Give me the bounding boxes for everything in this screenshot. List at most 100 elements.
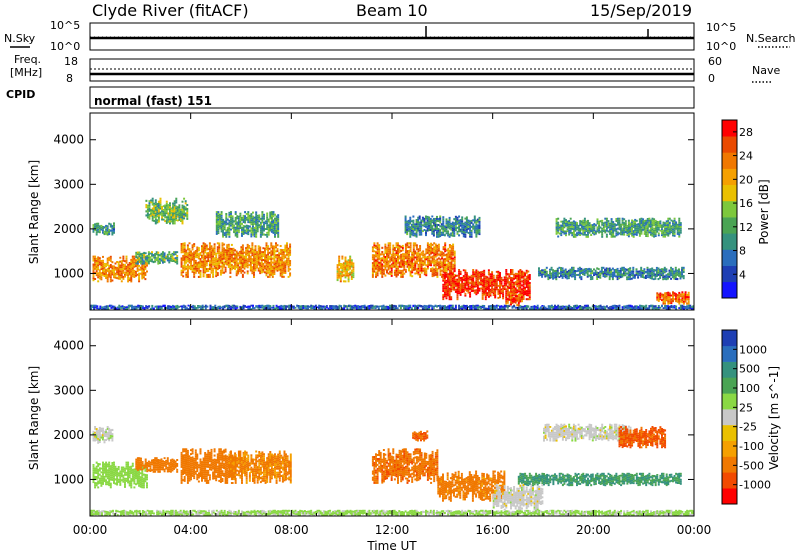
heatmap-cell	[151, 304, 154, 308]
heatmap-cell	[541, 271, 544, 274]
heatmap-cell	[643, 220, 646, 223]
heatmap-cell	[492, 290, 495, 293]
heatmap-cell	[431, 255, 434, 258]
heatmap-cell	[627, 225, 630, 228]
noise-panel: N.Sky 10^5 10^0 10^5 10^0 N.Search	[4, 19, 796, 53]
heatmap-cell	[262, 251, 265, 254]
heatmap-cell	[621, 275, 624, 278]
heatmap-cell	[157, 204, 160, 207]
heatmap-cell	[444, 248, 447, 251]
heatmap-cell	[517, 280, 520, 283]
heatmap-cell	[261, 211, 264, 214]
heatmap-cell	[632, 274, 635, 277]
heatmap-cell	[272, 223, 275, 226]
heatmap-cell	[122, 271, 125, 274]
heatmap-cell	[500, 278, 503, 281]
heatmap-cell	[264, 257, 266, 260]
heatmap-cell	[193, 267, 196, 270]
heatmap-cell	[265, 260, 268, 263]
heatmap-cell	[659, 274, 662, 277]
heatmap-cell	[341, 257, 344, 260]
heatmap-cell	[454, 282, 457, 285]
heatmap-cell	[235, 258, 238, 261]
heatmap-cell	[450, 276, 453, 279]
heatmap-cell	[251, 270, 254, 273]
heatmap-cell	[667, 291, 670, 294]
heatmap-cell	[140, 256, 142, 259]
heatmap-cell	[653, 224, 656, 226]
heatmap-cell	[281, 251, 284, 254]
heatmap-cell	[445, 275, 448, 278]
heatmap-cell	[95, 233, 98, 236]
heatmap-cell	[437, 233, 440, 236]
heatmap-cell	[483, 281, 486, 284]
heatmap-cell	[166, 259, 169, 262]
heatmap-cell	[478, 216, 481, 219]
heatmap-cell	[227, 258, 230, 260]
heatmap-cell	[556, 267, 559, 270]
heatmap-cell	[378, 263, 381, 266]
heatmap-cell	[225, 233, 228, 236]
heatmap-cell	[615, 230, 618, 233]
heatmap-cell	[389, 258, 392, 261]
heatmap-cell	[106, 261, 109, 264]
heatmap-cell	[234, 218, 237, 221]
heatmap-cell	[254, 263, 257, 266]
heatmap-cell	[219, 273, 222, 276]
heatmap-cell	[200, 307, 203, 310]
heatmap-cell	[108, 269, 111, 272]
heatmap-cell	[583, 221, 586, 224]
heatmap-cell	[234, 255, 237, 258]
heatmap-cell	[194, 269, 197, 272]
heatmap-cell	[119, 264, 122, 267]
heatmap-cell	[409, 234, 412, 236]
heatmap-cell	[679, 299, 682, 301]
heatmap-cell	[434, 227, 437, 230]
heatmap-cell	[221, 265, 224, 268]
heatmap-cell	[248, 252, 251, 255]
heatmap-cell	[640, 230, 643, 233]
heatmap-cell	[608, 275, 611, 278]
heatmap-cell	[475, 221, 478, 224]
heatmap-cell	[169, 216, 171, 219]
heatmap-cell	[275, 223, 278, 226]
heatmap-cell	[456, 274, 459, 277]
heatmap-cell	[607, 230, 610, 233]
heatmap-cell	[406, 220, 409, 223]
heatmap-cell	[656, 226, 659, 229]
heatmap-cell	[172, 210, 175, 213]
heatmap-cell	[494, 278, 497, 281]
heatmap-cell	[272, 227, 275, 230]
heatmap-cell	[188, 253, 191, 256]
heatmap-cell	[444, 264, 447, 266]
heatmap-cell	[588, 229, 591, 232]
heatmap-cell	[223, 253, 226, 256]
heatmap-cell	[668, 294, 671, 297]
heatmap-cell	[182, 259, 185, 261]
heatmap-cell	[550, 276, 553, 279]
heatmap-cell	[270, 224, 273, 227]
heatmap-cell	[653, 220, 656, 223]
heatmap-cell	[220, 213, 223, 215]
heatmap-cell	[545, 272, 548, 275]
heatmap-cell	[264, 220, 267, 223]
heatmap-cell	[672, 232, 674, 235]
heatmap-cell	[190, 258, 192, 261]
heatmap-cell	[443, 287, 446, 290]
heatmap-cell	[138, 265, 141, 267]
heatmap-cell	[489, 288, 492, 291]
heatmap-cell	[230, 218, 232, 221]
heatmap-cell	[401, 269, 404, 272]
heatmap-cell	[433, 264, 436, 267]
heatmap-cell	[503, 288, 506, 290]
heatmap-cell	[249, 261, 252, 264]
heatmap-cell	[267, 220, 270, 223]
heatmap-cell	[159, 205, 162, 208]
heatmap-cell	[454, 274, 457, 277]
heatmap-cell	[119, 266, 122, 269]
heatmap-cell	[397, 256, 399, 258]
heatmap-cell	[376, 242, 379, 245]
heatmap-cell	[487, 293, 490, 296]
heatmap-cell	[650, 227, 652, 230]
heatmap-cell	[218, 250, 221, 253]
